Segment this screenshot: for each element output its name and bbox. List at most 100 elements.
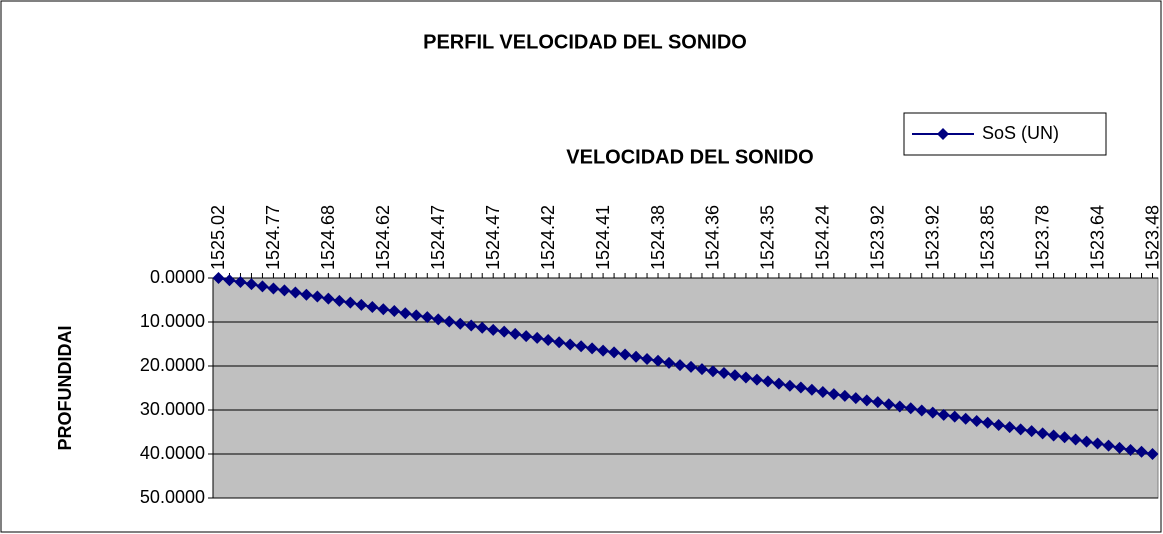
data-point: [366, 301, 379, 314]
data-point: [487, 323, 500, 336]
data-point: [641, 352, 654, 365]
data-point: [1058, 431, 1071, 444]
y-tick-label: 10.0000: [140, 311, 205, 331]
data-point: [739, 371, 752, 384]
data-point: [388, 305, 401, 317]
x-tick-label: 1525.02: [208, 205, 228, 270]
x-tick-label: 1524.77: [263, 205, 283, 270]
x-tick-label: 1523.48: [1142, 205, 1162, 270]
data-point: [904, 402, 917, 415]
data-point: [652, 354, 665, 367]
data-point: [333, 294, 346, 307]
data-point: [267, 282, 280, 295]
data-point: [520, 330, 533, 343]
data-point: [871, 396, 884, 409]
data-point: [586, 342, 599, 355]
data-point: [245, 278, 258, 291]
data-point: [717, 367, 730, 380]
data-point: [1025, 425, 1038, 438]
data-point: [311, 290, 324, 303]
data-point: [783, 379, 796, 392]
data-point: [597, 344, 610, 357]
data-point: [575, 340, 588, 353]
x-tick-label: 1524.38: [648, 205, 668, 270]
data-point: [608, 346, 621, 359]
data-point: [761, 375, 774, 388]
data-point: [992, 418, 1005, 431]
data-point: [509, 327, 522, 340]
x-tick-label: 1524.35: [758, 205, 778, 270]
data-point: [794, 381, 807, 394]
data-point: [970, 415, 983, 427]
data-point: [465, 319, 478, 332]
y-tick-label: 0.0000: [150, 267, 205, 287]
y-tick-label: 40.0000: [140, 443, 205, 463]
data-point: [278, 284, 291, 297]
data-point: [410, 309, 423, 322]
data-point: [959, 412, 972, 425]
data-point: [849, 392, 862, 405]
data-point: [838, 389, 851, 402]
data-point: [1124, 444, 1137, 457]
data-point: [893, 400, 906, 413]
data-point: [1113, 441, 1126, 454]
y-tick-label: 50.0000: [140, 487, 205, 507]
data-point: [674, 359, 687, 372]
x-tick-label: 1524.42: [538, 205, 558, 270]
data-point: [1047, 429, 1060, 442]
data-point: [728, 369, 741, 382]
data-point: [377, 303, 390, 316]
data-point: [421, 311, 434, 324]
data-point: [355, 298, 368, 311]
data-point: [695, 363, 708, 376]
data-point: [684, 360, 697, 373]
data-point: [1080, 435, 1093, 448]
x-tick-label: 1524.62: [373, 205, 393, 270]
data-point: [948, 410, 961, 423]
data-point: [772, 377, 785, 390]
y-tick-label: 20.0000: [140, 355, 205, 375]
data-point: [300, 288, 313, 301]
data-point: [1014, 423, 1027, 436]
data-point: [1146, 448, 1159, 460]
data-point: [223, 274, 236, 287]
data-point: [750, 373, 763, 386]
data-point: [234, 275, 247, 288]
plot-area: [212, 277, 1159, 499]
data-point: [498, 325, 511, 338]
data-point: [212, 272, 225, 284]
x-tick-label: 1524.41: [593, 205, 613, 270]
x-tick-label: 1524.36: [703, 205, 723, 270]
data-point: [926, 406, 939, 419]
data-point: [619, 348, 632, 361]
data-point: [882, 398, 895, 411]
data-point: [706, 365, 719, 378]
x-axis-title: VELOCIDAD DEL SONIDO: [566, 146, 813, 168]
data-point: [630, 350, 643, 363]
data-point: [937, 408, 950, 421]
x-tick-label: 1524.47: [428, 205, 448, 270]
legend-marker: [937, 128, 949, 140]
x-tick-label: 1523.92: [868, 205, 888, 270]
x-tick-label: 1523.78: [1032, 205, 1052, 270]
data-point: [805, 383, 818, 396]
data-point: [531, 331, 544, 344]
x-tick-label: 1524.24: [813, 205, 833, 270]
data-point: [981, 416, 994, 429]
y-tick-label: 30.0000: [140, 399, 205, 419]
chart-title: PERFIL VELOCIDAD DEL SONIDO: [423, 31, 747, 53]
data-point: [289, 286, 302, 299]
x-tick-label: 1524.47: [483, 205, 503, 270]
data-point: [553, 336, 566, 349]
data-point: [1135, 445, 1148, 458]
data-point: [443, 315, 456, 328]
data-point: [454, 317, 467, 330]
data-point: [399, 307, 412, 320]
data-point: [827, 388, 840, 401]
data-point: [432, 313, 445, 326]
data-point: [1069, 433, 1082, 446]
legend-label: SoS (UN): [982, 123, 1059, 143]
data-point: [322, 292, 335, 305]
data-point: [663, 356, 676, 369]
